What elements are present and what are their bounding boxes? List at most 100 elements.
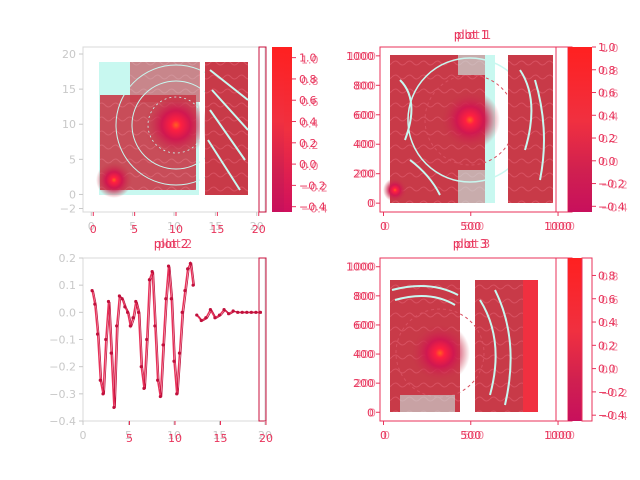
data-point — [115, 324, 119, 328]
tick-label: −0.1 — [49, 334, 76, 347]
tick-label: −0.2 — [601, 179, 628, 192]
data-point — [95, 332, 100, 336]
tick-label: 0.6 — [299, 94, 317, 107]
panel-top-left: −20 5 10 15 20 0 5 10 15 20 0 5 10 15 20 1.0 0.8 0.6 0.4… — [60, 46, 328, 236]
data-point — [112, 405, 116, 410]
data-point — [258, 310, 263, 314]
tick-label: 0.2 — [601, 133, 619, 146]
data-point — [186, 267, 190, 271]
tick-label: −0.4 — [301, 203, 328, 216]
data-point — [131, 316, 135, 320]
tick-label: 0.6 — [598, 87, 616, 100]
data-point — [120, 297, 124, 301]
data-point — [177, 351, 182, 355]
tick-label: 5 — [69, 153, 76, 166]
data-point — [147, 278, 152, 282]
tick-label: 500 — [460, 220, 481, 233]
data-point — [125, 310, 130, 314]
data-point — [136, 310, 141, 314]
tick-label: 0 — [380, 429, 387, 442]
hotspot — [96, 162, 132, 198]
tick-label: 20 — [250, 220, 264, 233]
tick-label: 5 — [131, 223, 138, 236]
data-point — [249, 310, 253, 314]
tick-label: −0.2 — [598, 386, 625, 399]
panel-bottom-right: plot 3 plot 3 00200200400400600600800800… — [346, 237, 628, 442]
data-point — [199, 318, 203, 323]
data-point — [104, 337, 108, 342]
tick-label: −0.2 — [301, 181, 328, 194]
tick-label: −0.4 — [598, 409, 625, 422]
tick-label: 800 — [353, 79, 374, 92]
tick-label: 0 — [369, 406, 376, 419]
data-point — [240, 310, 244, 314]
tick-label: −0.2 — [598, 178, 625, 191]
tick-label: 200 — [353, 377, 374, 390]
tick-label: 800 — [353, 290, 374, 303]
tick-label: 0.2 — [59, 252, 77, 265]
data-point — [166, 264, 171, 268]
tick-label: 0 — [369, 197, 376, 210]
plot-title: plot 1 — [454, 28, 488, 42]
tick-label: 500 — [460, 429, 481, 442]
tick-label: 600 — [353, 109, 374, 122]
plot-title: plot 3 — [453, 237, 487, 251]
tick-label: 1.0 — [601, 42, 619, 55]
tick-label: −0.3 — [49, 388, 76, 401]
tick-label: 1000 — [547, 220, 575, 233]
tick-label: 0.0 — [598, 363, 616, 376]
tick-label: 200 — [355, 377, 376, 390]
tick-label: 5 — [126, 432, 133, 445]
data-point — [183, 289, 187, 293]
data-point — [161, 343, 165, 347]
tick-label: 0.2 — [301, 139, 319, 152]
heatmap-image — [383, 55, 553, 203]
tick-label: 20 — [258, 429, 272, 442]
tick-label: 10 — [168, 432, 182, 445]
data-point — [134, 299, 138, 304]
tick-label: 1000 — [547, 429, 575, 442]
tick-label: 5 — [129, 220, 136, 233]
tick-label: 0.4 — [601, 317, 619, 330]
tick-label: −0.4 — [49, 415, 76, 428]
tick-label: 0.2 — [598, 132, 616, 145]
tick-label: 0.6 — [601, 294, 619, 307]
tick-label: 0 — [367, 406, 374, 419]
tick-label: 1.0 — [598, 41, 616, 54]
data-point — [195, 313, 199, 317]
tick-label: −0.4 — [598, 200, 625, 213]
data-point — [175, 392, 179, 396]
data-point — [128, 324, 132, 328]
tick-label: 20 — [259, 432, 273, 445]
tick-label: 200 — [355, 168, 376, 181]
data-point — [231, 309, 235, 313]
data-point — [98, 378, 102, 382]
tick-label: 0.4 — [301, 118, 319, 131]
x-axis: 0 5 10 15 205 10 15 20 — [80, 421, 273, 445]
data-point — [123, 305, 127, 309]
y-axis: 0.2 0.1 0.0 −0.1 −0.2 −0.3 −0.4 — [49, 252, 83, 428]
tick-label: −0.2 — [299, 179, 326, 192]
colorbar-outline — [258, 46, 267, 213]
tick-label: 0.0 — [59, 306, 77, 319]
heatmap-image — [390, 280, 538, 412]
tick-label: 0.2 — [299, 137, 317, 150]
tick-label: 0.8 — [601, 270, 619, 283]
colorbar: 0.80.60.40.20.0−0.2−0.40.80.60.40.20.0−0… — [555, 257, 628, 423]
data-point — [245, 310, 249, 314]
data-point — [117, 294, 121, 298]
data-point — [150, 269, 154, 274]
data-point — [109, 351, 113, 355]
tick-label: 0.1 — [59, 279, 77, 292]
tick-label: 0.8 — [598, 64, 616, 77]
tick-label: 600 — [353, 319, 374, 332]
tick-label: 1000 — [346, 261, 374, 274]
tick-label: 0.6 — [601, 88, 619, 101]
tick-label: 0.8 — [299, 73, 317, 86]
tick-label: 1000 — [348, 50, 376, 63]
tick-label: 1.0 — [301, 54, 319, 67]
data-point — [180, 310, 184, 314]
data-point — [153, 324, 157, 328]
